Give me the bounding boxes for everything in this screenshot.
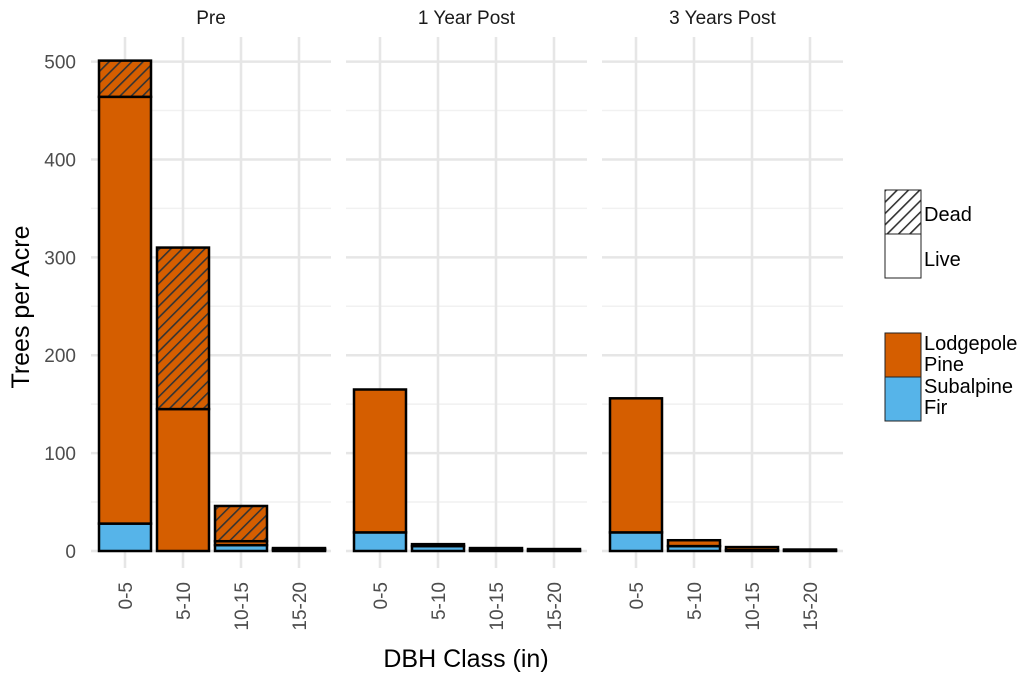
y-tick-label: 100 <box>44 444 76 465</box>
bar-outline-lodgepole-pine-live <box>526 547 582 552</box>
x-tick-label: 5-10 <box>685 582 706 620</box>
text-layer: Pre 0-5 5-10 10-15 15-20 1 Year Post 0-5 5-10 10… <box>44 8 822 631</box>
bar-hatch-lodgepole-pine-dead <box>99 60 151 97</box>
bar-hatch-lodgepole-pine-dead <box>157 247 209 410</box>
legend-key-dead <box>884 189 922 235</box>
bar-outline-lodgepole-pine-live <box>724 545 780 552</box>
bar-lodgepole-pine-live <box>668 540 720 547</box>
y-tick-label: 400 <box>44 150 76 171</box>
x-tick-label: 15-20 <box>801 582 822 631</box>
bar-lodgepole-pine-live <box>610 398 662 533</box>
bar-layer <box>97 59 838 553</box>
bar-lodgepole-pine-live <box>99 96 151 524</box>
legend-key-live <box>884 233 922 279</box>
x-tick-label: 15-20 <box>290 582 311 631</box>
y-axis-title: Trees per Acre <box>7 225 35 388</box>
x-axis-title: DBH Class (in) <box>383 645 548 673</box>
y-tick-label: 0 <box>65 542 76 563</box>
legend-key-subalpine-fir <box>884 376 922 422</box>
bar-outline-lodgepole-pine-live <box>666 538 722 548</box>
legend-label-live: Live <box>924 249 961 271</box>
bar-outline-lodgepole-pine-dead <box>97 59 153 99</box>
bar-subalpine-fir-live <box>99 523 151 551</box>
bar-subalpine-fir-live <box>412 546 464 551</box>
bar-outline-lodgepole-pine-dead <box>213 504 269 543</box>
bar-subalpine-fir-live <box>215 545 267 551</box>
y-tick-label: 200 <box>44 346 76 367</box>
x-tick-label: 15-20 <box>545 582 566 631</box>
bar-outline-lodgepole-pine-live <box>468 546 524 552</box>
y-tick-label: 300 <box>44 248 76 269</box>
legend-label-subalpine-fir: Subalpine Fir <box>924 376 1013 419</box>
legend-label-lodgepole-pine: Lodgepole Pine <box>924 333 1017 376</box>
legend: Dead Live Lodgepole Pine Subalpine Fir <box>884 189 1017 422</box>
bar-outline-lodgepole-pine-dead <box>271 546 327 551</box>
x-tick-label: 10-15 <box>487 582 508 631</box>
legend-key-lodgepole-pine <box>884 332 922 378</box>
facet-label: Pre <box>196 8 226 29</box>
bar-lodgepole-pine-live <box>215 541 267 546</box>
bar-lodgepole-pine-live <box>157 409 209 551</box>
bar-hatch-lodgepole-pine-dead <box>215 505 267 542</box>
bar-lodgepole-pine-live <box>726 547 778 551</box>
legend-label-dead: Dead <box>924 204 972 226</box>
x-tick-label: 0-5 <box>371 582 392 609</box>
x-tick-label: 10-15 <box>743 582 764 631</box>
x-tick-label: 10-15 <box>232 582 253 631</box>
bar-outline-lodgepole-pine-live <box>352 388 408 534</box>
x-tick-label: 5-10 <box>174 582 195 620</box>
bar-outline-lodgepole-pine-live <box>782 548 838 552</box>
bar-outline-lodgepole-pine-dead <box>155 246 211 411</box>
x-tick-label: 5-10 <box>429 582 450 620</box>
bar-outline-lodgepole-pine-live <box>608 397 664 534</box>
bar-lodgepole-pine-live <box>354 389 406 533</box>
x-tick-label: 0-5 <box>116 582 137 609</box>
facet-label: 3 Years Post <box>669 8 776 29</box>
bar-subalpine-fir-live <box>610 532 662 551</box>
y-tick-label: 500 <box>44 53 76 74</box>
x-tick-label: 0-5 <box>627 582 648 609</box>
facet-label: 1 Year Post <box>418 8 516 29</box>
bar-outline-lodgepole-pine-live <box>410 542 466 548</box>
bar-subalpine-fir-live <box>354 532 406 551</box>
bar-subalpine-fir-live <box>668 546 720 551</box>
